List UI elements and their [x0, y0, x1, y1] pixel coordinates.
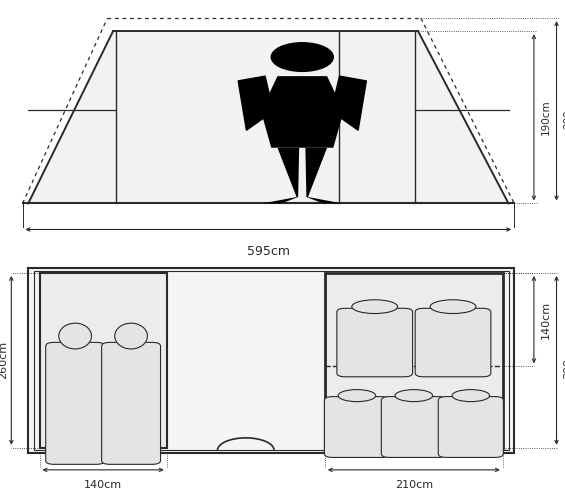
Text: 260cm: 260cm [0, 341, 8, 379]
Polygon shape [331, 76, 366, 130]
Text: 200cm: 200cm [563, 93, 565, 128]
Text: 595cm: 595cm [247, 245, 290, 258]
Circle shape [271, 43, 333, 71]
Text: 140cm: 140cm [84, 480, 122, 490]
FancyBboxPatch shape [381, 397, 446, 458]
Polygon shape [238, 76, 273, 130]
Ellipse shape [352, 300, 398, 313]
Bar [325, 273, 503, 448]
FancyBboxPatch shape [102, 342, 160, 464]
FancyBboxPatch shape [324, 397, 389, 458]
Ellipse shape [115, 323, 147, 349]
Polygon shape [261, 76, 344, 148]
Bar [28, 268, 514, 453]
Polygon shape [263, 148, 299, 203]
Ellipse shape [430, 300, 476, 313]
Bar [34, 271, 508, 450]
Polygon shape [305, 148, 342, 203]
Ellipse shape [452, 390, 490, 401]
Text: 190cm: 190cm [541, 99, 551, 135]
FancyBboxPatch shape [415, 308, 491, 377]
FancyBboxPatch shape [438, 397, 503, 458]
Ellipse shape [59, 323, 92, 349]
Ellipse shape [395, 390, 433, 401]
Bar [40, 273, 167, 448]
Text: 300cm: 300cm [563, 341, 565, 379]
Polygon shape [28, 31, 508, 203]
Text: 140cm: 140cm [541, 301, 551, 338]
FancyBboxPatch shape [337, 308, 412, 377]
FancyBboxPatch shape [46, 342, 105, 464]
Ellipse shape [338, 390, 376, 401]
Text: 210cm: 210cm [395, 480, 433, 490]
